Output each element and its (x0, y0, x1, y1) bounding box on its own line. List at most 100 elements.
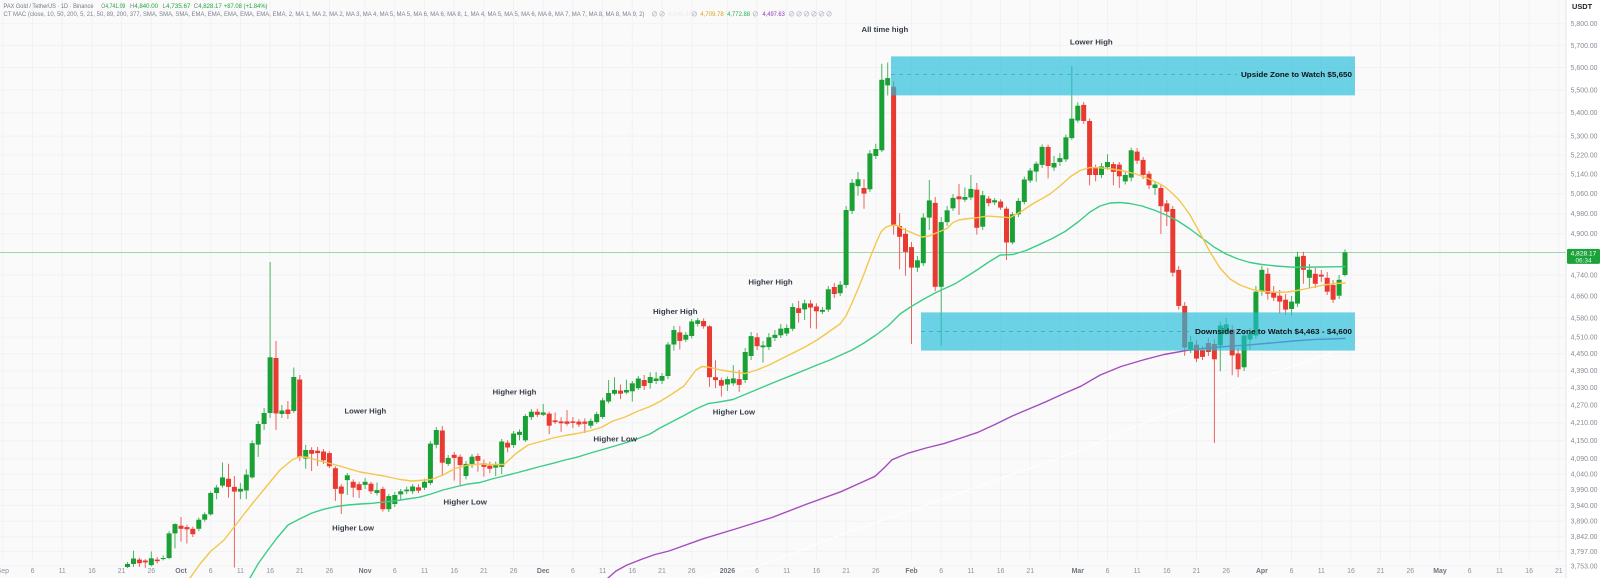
svg-text:11: 11 (1134, 568, 1141, 575)
svg-text:4,210.00: 4,210.00 (1571, 420, 1598, 427)
svg-text:H4,840.00: H4,840.00 (130, 3, 159, 10)
svg-text:6: 6 (393, 568, 397, 575)
svg-text:11: 11 (1496, 568, 1503, 575)
svg-text:6: 6 (939, 568, 943, 575)
svg-text:4,510.00: 4,510.00 (1571, 335, 1598, 342)
svg-text:+87.08 (+1.84%): +87.08 (+1.84%) (224, 3, 268, 10)
svg-text:11: 11 (967, 568, 974, 575)
svg-text:4,150.00: 4,150.00 (1571, 438, 1598, 445)
svg-text:21: 21 (480, 568, 488, 575)
svg-text:5,600.00: 5,600.00 (1571, 65, 1598, 72)
svg-text:6: 6 (1106, 568, 1110, 575)
svg-text:Higher Low: Higher Low (443, 498, 487, 507)
svg-text:16: 16 (628, 568, 636, 575)
svg-text:4,845.40: 4,845.40 (668, 11, 693, 18)
svg-text:16: 16 (1163, 568, 1171, 575)
svg-text:11: 11 (59, 568, 66, 575)
svg-text:Dec: Dec (537, 568, 550, 575)
svg-text:4,580.00: 4,580.00 (1571, 315, 1598, 322)
svg-text:11: 11 (1318, 568, 1325, 575)
svg-text:4,980.00: 4,980.00 (1571, 211, 1598, 218)
svg-text:6: 6 (31, 568, 35, 575)
svg-text:6: 6 (571, 568, 575, 575)
svg-text:26: 26 (1406, 568, 1414, 575)
svg-text:21: 21 (658, 568, 666, 575)
svg-text:6: 6 (1290, 568, 1294, 575)
svg-text:16: 16 (997, 568, 1005, 575)
svg-text:26: 26 (1222, 568, 1230, 575)
svg-text:4,330.00: 4,330.00 (1571, 385, 1598, 392)
svg-text:Lower High: Lower High (1070, 38, 1113, 47)
svg-text:4,772.88: 4,772.88 (727, 11, 751, 18)
svg-text:26: 26 (510, 568, 518, 575)
svg-text:2026: 2026 (720, 568, 735, 575)
svg-text:16: 16 (813, 568, 821, 575)
svg-text:21: 21 (1377, 568, 1385, 575)
svg-text:Lower High: Lower High (345, 407, 387, 416)
svg-text:Higher Low: Higher Low (332, 524, 374, 533)
svg-text:4,900.00: 4,900.00 (1571, 231, 1598, 238)
svg-text:21: 21 (1555, 568, 1563, 575)
svg-text:4,270.00: 4,270.00 (1571, 403, 1598, 410)
svg-text:21: 21 (118, 568, 126, 575)
svg-text:PAX Gold / TetherUS · 1D · Bin: PAX Gold / TetherUS · 1D · Binance (4, 3, 94, 10)
svg-text:16: 16 (450, 568, 458, 575)
svg-text:26: 26 (326, 568, 334, 575)
svg-text:5,800.00: 5,800.00 (1571, 21, 1598, 28)
svg-text:O4,741.09: O4,741.09 (101, 3, 125, 10)
svg-text:21: 21 (296, 568, 304, 575)
svg-text:3,842.00: 3,842.00 (1571, 534, 1598, 541)
svg-text:4,828.17: 4,828.17 (1571, 251, 1597, 258)
svg-text:26: 26 (688, 568, 696, 575)
svg-text:4,390.00: 4,390.00 (1571, 368, 1598, 375)
svg-text:21: 21 (1026, 568, 1034, 575)
svg-text:C4,828.17: C4,828.17 (194, 3, 223, 10)
svg-text:5,500.00: 5,500.00 (1571, 87, 1598, 94)
svg-text:CT MAC (close, 10, 50, 200, 5,: CT MAC (close, 10, 50, 200, 5, 21, 50, 8… (4, 11, 645, 18)
svg-text:Higher High: Higher High (653, 307, 698, 316)
svg-text:All time high: All time high (862, 25, 909, 34)
svg-text:11: 11 (237, 568, 244, 575)
svg-text:Higher Low: Higher Low (713, 408, 756, 417)
svg-text:May: May (1433, 568, 1447, 575)
svg-text:26: 26 (147, 568, 155, 575)
svg-text:Sep: Sep (0, 568, 9, 575)
svg-text:L4,735.67: L4,735.67 (163, 3, 192, 10)
svg-text:Downside Zone to Watch $4,463: Downside Zone to Watch $4,463 - $4,600 (1195, 327, 1352, 336)
svg-text:6: 6 (755, 568, 759, 575)
svg-text:Oct: Oct (175, 568, 187, 575)
svg-text:4,660.00: 4,660.00 (1571, 294, 1598, 301)
svg-text:26: 26 (872, 568, 880, 575)
svg-text:6: 6 (1468, 568, 1472, 575)
svg-text:16: 16 (1347, 568, 1355, 575)
svg-text:6: 6 (209, 568, 213, 575)
svg-text:5,400.00: 5,400.00 (1571, 110, 1598, 117)
svg-text:4,740.00: 4,740.00 (1571, 273, 1598, 280)
svg-text:5,220.00: 5,220.00 (1571, 152, 1598, 159)
svg-text:4,090.00: 4,090.00 (1571, 456, 1598, 463)
svg-text:Higher Low: Higher Low (593, 435, 637, 444)
svg-text:16: 16 (1525, 568, 1533, 575)
svg-text:4,497.63: 4,497.63 (763, 11, 786, 18)
svg-text:11: 11 (421, 568, 428, 575)
svg-text:5,700.00: 5,700.00 (1571, 43, 1598, 50)
svg-text:3,797.00: 3,797.00 (1571, 549, 1598, 556)
svg-text:3,940.00: 3,940.00 (1571, 503, 1598, 510)
svg-text:Mar: Mar (1072, 568, 1085, 575)
svg-text:3,890.00: 3,890.00 (1571, 519, 1598, 526)
svg-text:5,060.00: 5,060.00 (1571, 191, 1598, 198)
svg-text:Higher High: Higher High (748, 278, 792, 287)
svg-text:Apr: Apr (1256, 568, 1268, 575)
svg-text:USDT: USDT (1572, 2, 1593, 11)
svg-text:4,040.00: 4,040.00 (1571, 472, 1598, 479)
svg-text:11: 11 (783, 568, 790, 575)
svg-text:Higher High: Higher High (493, 388, 537, 397)
svg-text:21: 21 (1193, 568, 1201, 575)
svg-text:16: 16 (88, 568, 96, 575)
svg-text:Upside Zone to Watch $5,650: Upside Zone to Watch $5,650 (1241, 70, 1352, 79)
svg-text:3,753.00: 3,753.00 (1571, 563, 1598, 570)
svg-text:5,140.00: 5,140.00 (1571, 172, 1598, 179)
svg-text:06:34: 06:34 (1576, 258, 1592, 265)
svg-text:21: 21 (842, 568, 850, 575)
svg-text:5,300.00: 5,300.00 (1571, 134, 1598, 141)
